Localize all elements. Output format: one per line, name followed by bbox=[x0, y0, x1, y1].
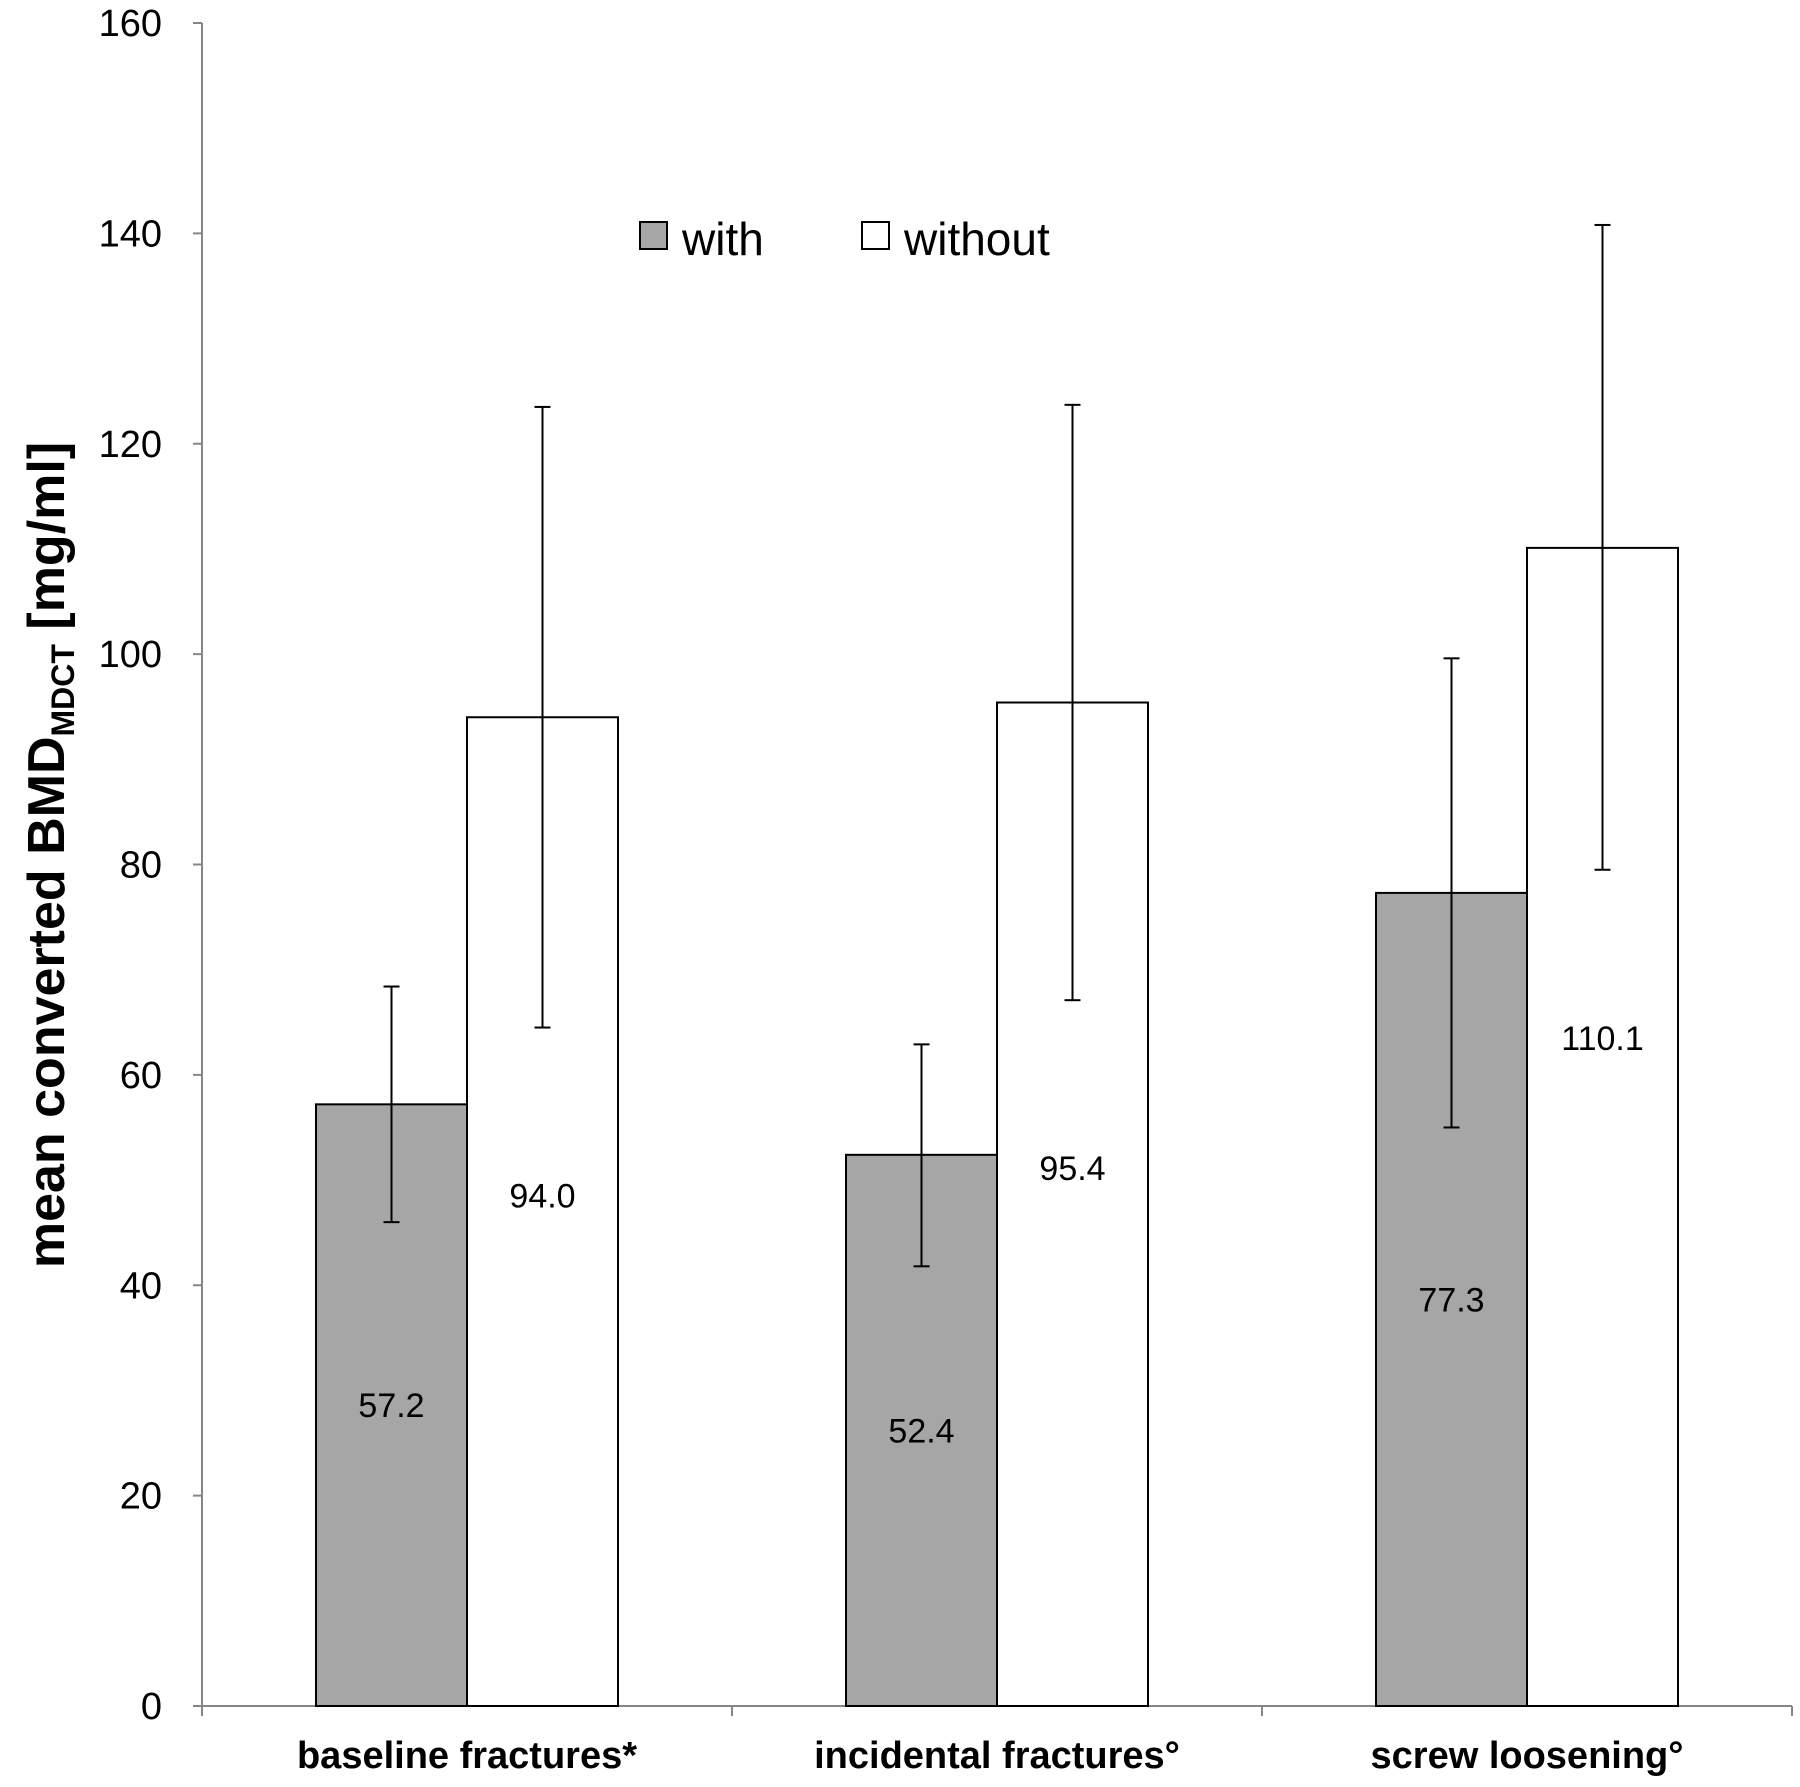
y-axis-label-unit: [mg/ml] bbox=[18, 442, 76, 644]
y-tick-label: 80 bbox=[120, 845, 162, 887]
legend: with without bbox=[639, 213, 1050, 265]
legend-label-without: without bbox=[903, 213, 1050, 265]
data-label-with: 57.2 bbox=[358, 1387, 424, 1425]
y-tick-label: 20 bbox=[120, 1476, 162, 1518]
data-label-with: 52.4 bbox=[888, 1412, 954, 1450]
data-label-without: 94.0 bbox=[509, 1178, 575, 1216]
legend-label-with: with bbox=[681, 213, 764, 265]
y-tick-label: 140 bbox=[99, 213, 162, 255]
legend-swatch-without bbox=[861, 221, 890, 250]
y-tick-label: 160 bbox=[99, 3, 162, 45]
y-tick-label: 100 bbox=[99, 634, 162, 676]
bars bbox=[315, 546, 1679, 1707]
data-label-without: 110.1 bbox=[1561, 1020, 1644, 1058]
data-label-without: 95.4 bbox=[1039, 1150, 1105, 1188]
y-tick-label: 120 bbox=[99, 424, 162, 466]
x-category-label: baseline fractures* bbox=[297, 1735, 637, 1777]
data-labels: 57.2 94.0 52.4 95.4 77.3 110.1 bbox=[358, 1020, 1643, 1451]
y-tick-label: 60 bbox=[120, 1055, 162, 1097]
y-tick-label: 0 bbox=[141, 1686, 162, 1728]
y-axis-label-subscript: MDCT bbox=[45, 644, 81, 737]
x-category-label: screw loosening° bbox=[1371, 1735, 1684, 1777]
x-category-label: incidental fractures° bbox=[814, 1735, 1180, 1777]
svg-text:mean converted BMDMDCT [mg/ml]: mean converted BMDMDCT [mg/ml] bbox=[18, 442, 81, 1268]
y-axis-label: mean converted BMDMDCT [mg/ml] bbox=[18, 442, 81, 1268]
data-label-with: 77.3 bbox=[1418, 1281, 1484, 1319]
axes: 0 20 40 60 80 100 120 140 160 baseline fractures*… bbox=[99, 3, 1793, 1777]
error-bars bbox=[383, 223, 1611, 1268]
y-axis-label-main: mean converted BMD bbox=[18, 736, 76, 1268]
legend-swatch-with bbox=[639, 221, 668, 250]
y-tick-label: 40 bbox=[120, 1265, 162, 1307]
